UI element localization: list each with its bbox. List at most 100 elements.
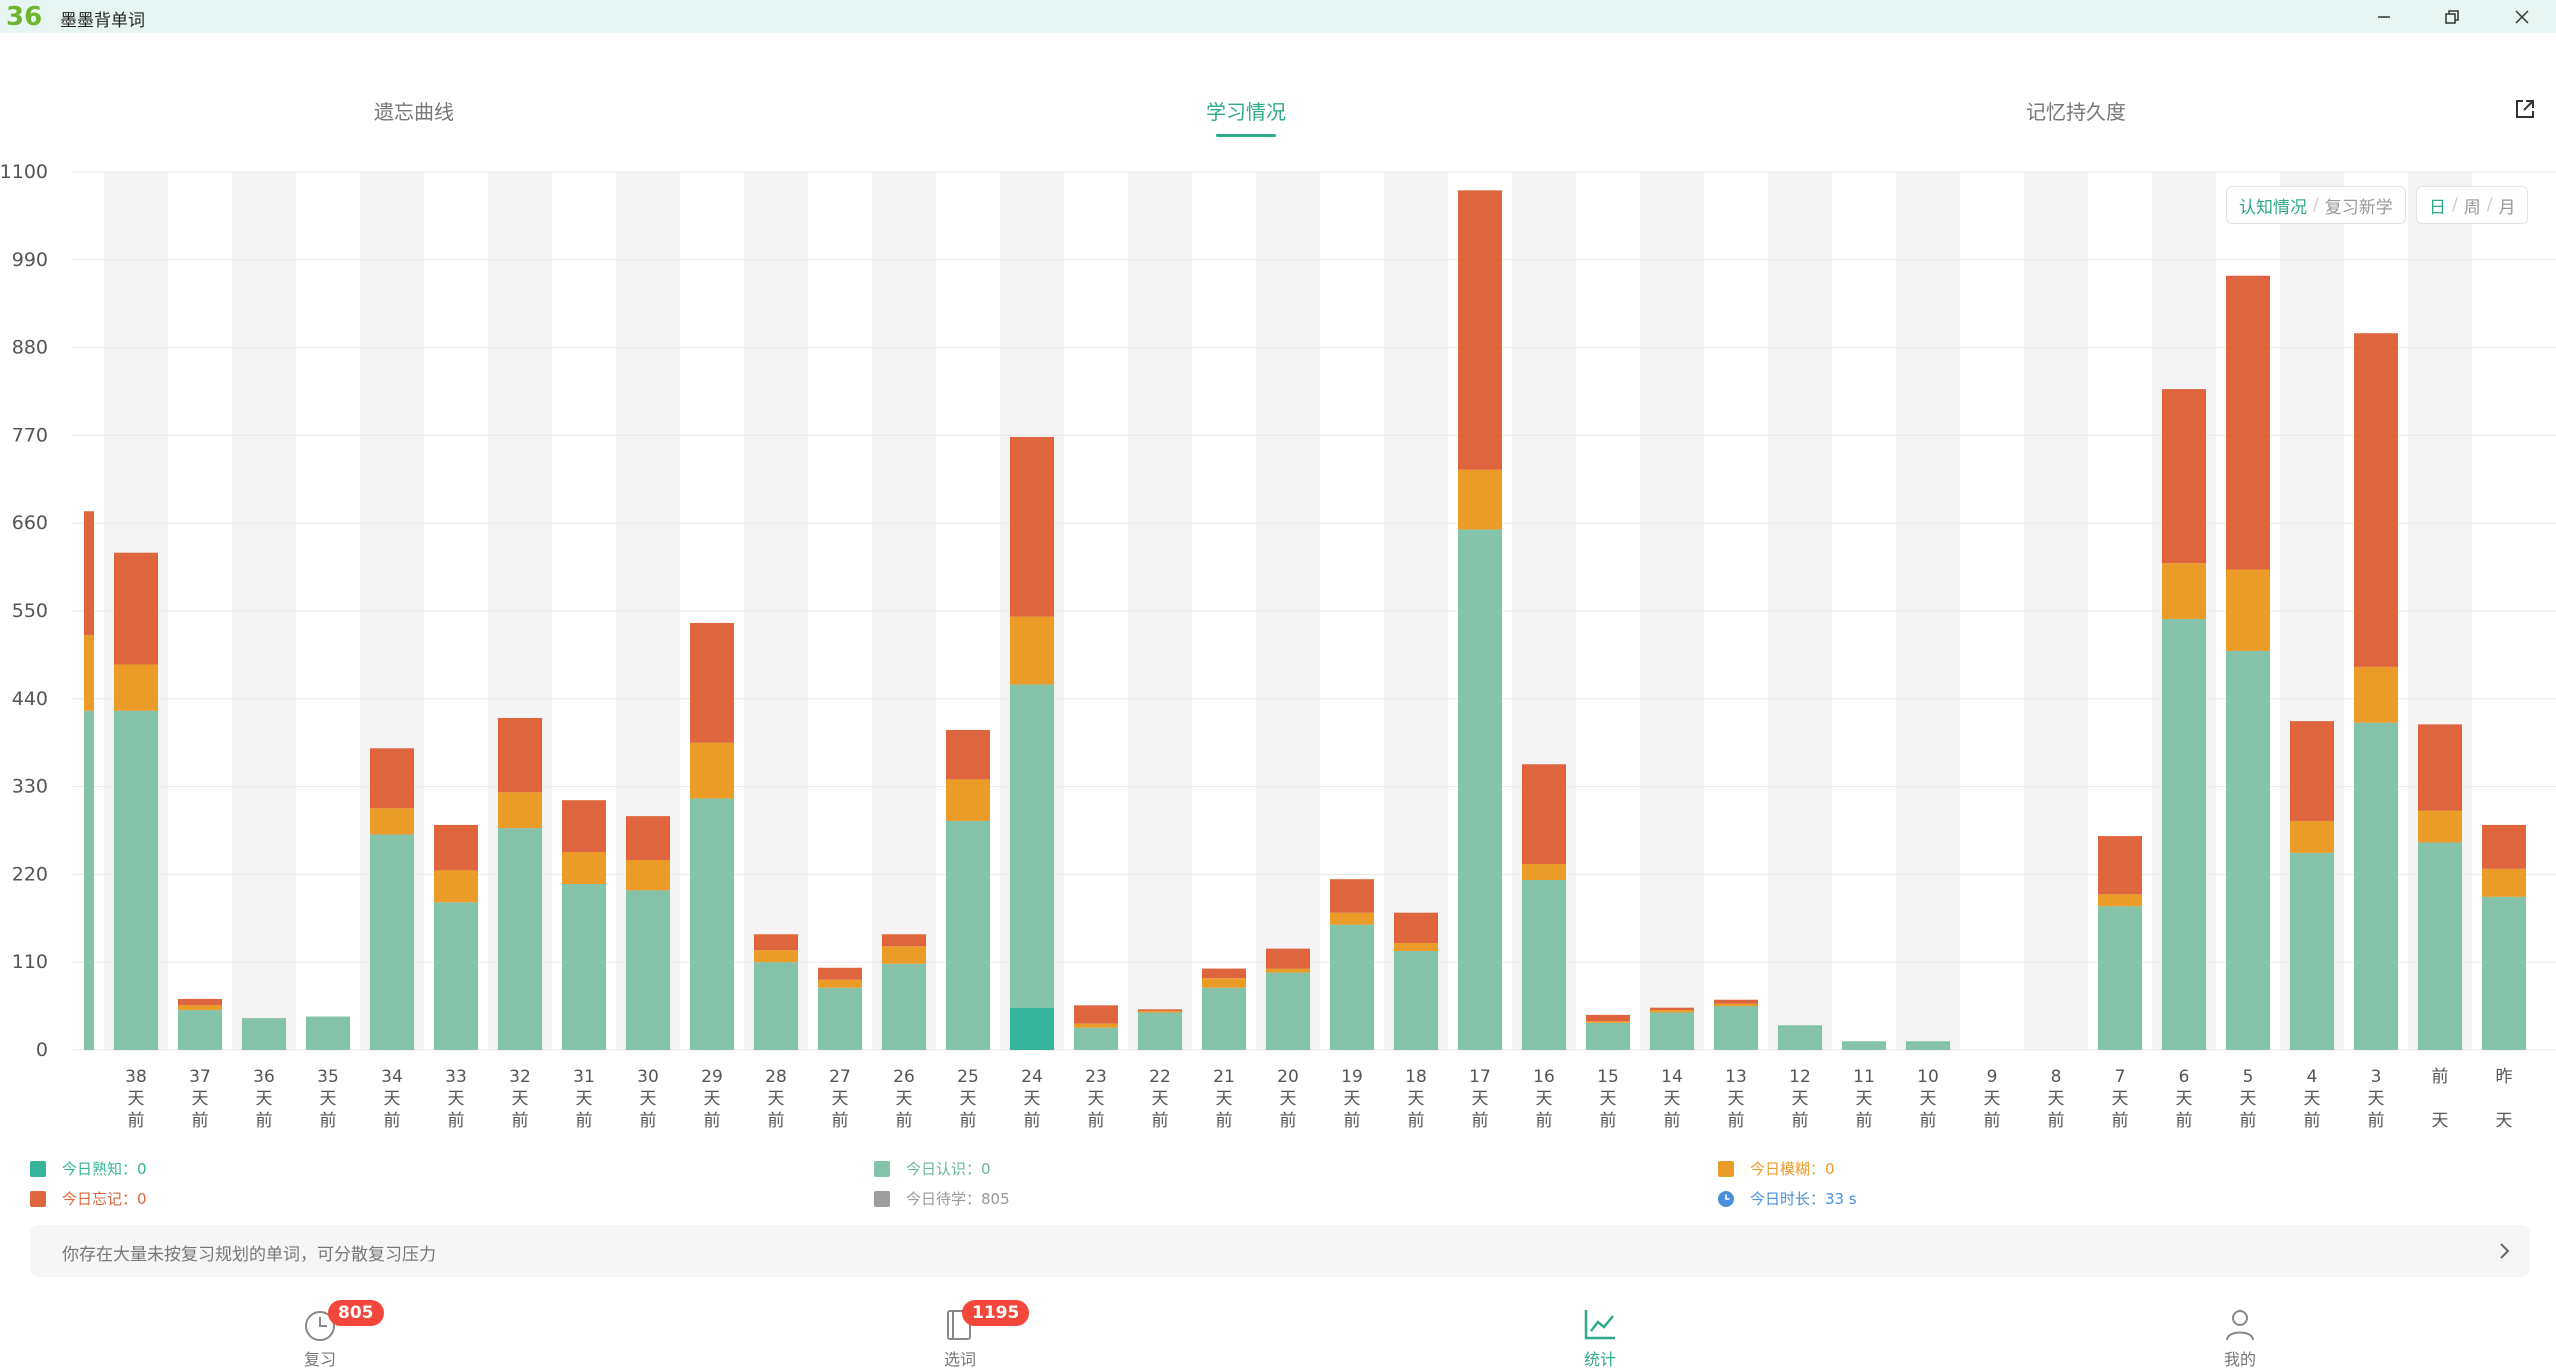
select-words-badge: 1195 — [962, 1300, 1030, 1326]
period-toggle: 日 / 周 / 月 — [2416, 186, 2529, 224]
restore-icon — [2445, 9, 2459, 24]
minimize-button[interactable] — [2354, 0, 2414, 33]
title-bar: 36 墨墨背单词 — [0, 0, 2556, 33]
bar-segment — [690, 742, 734, 799]
legend-swatch — [30, 1190, 46, 1207]
period-option-week[interactable]: 周 — [2463, 197, 2481, 218]
bar-segment — [2098, 906, 2142, 1050]
tab-study-status[interactable]: 学习情况 — [1206, 100, 1286, 124]
bar-segment — [114, 664, 158, 711]
x-tick-label: 9 天前 — [1984, 1067, 2001, 1131]
bar-segment — [306, 1016, 350, 1050]
bar-segment — [2162, 618, 2206, 1050]
bar-segment — [178, 1005, 222, 1011]
legend-forgot: 今日忘记：0 — [30, 1188, 147, 1209]
bar-segment — [1778, 1025, 1822, 1050]
x-tick-label: 24 天前 — [1021, 1067, 1043, 1131]
x-tick-label: 33 天前 — [445, 1067, 467, 1131]
tab-memory-durability[interactable]: 记忆持久度 — [2026, 100, 2126, 124]
x-tick-label: 5 天前 — [2240, 1067, 2257, 1131]
nav-label: 复习 — [303, 1350, 336, 1369]
legend-label: 今日待学：805 — [906, 1190, 1010, 1208]
bar-segment — [818, 987, 862, 1050]
nav-profile[interactable]: 我的 — [2170, 1300, 2310, 1370]
nav-select-words[interactable]: 1195 选词 — [890, 1300, 1030, 1370]
bar-segment — [1266, 948, 1310, 969]
x-tick-label: 27 天前 — [829, 1067, 851, 1131]
x-tick-label: 26 天前 — [893, 1067, 915, 1131]
x-tick-label: 15 天前 — [1597, 1067, 1619, 1131]
bar-segment — [1138, 1009, 1182, 1011]
app-title: 墨墨背单词 — [60, 11, 145, 31]
x-tick-label: 3 天前 — [2368, 1067, 2385, 1131]
legend-label: 今日模糊：0 — [1750, 1160, 1835, 1178]
bar-segment — [370, 748, 414, 809]
bar-segment — [1522, 764, 1566, 865]
bar-segment — [1394, 951, 1438, 1050]
close-button[interactable] — [2492, 0, 2552, 33]
bar-segment — [1586, 1021, 1630, 1023]
review-pressure-notice[interactable]: 你存在大量未按复习规划的单词，可分散复习压力 — [30, 1225, 2530, 1277]
bar-segment — [690, 622, 734, 743]
bar-segment — [2162, 389, 2206, 564]
bar-segment — [1074, 1027, 1118, 1050]
bar-segment — [2226, 275, 2270, 570]
bar-segment — [242, 1018, 286, 1050]
bar-segment — [2162, 563, 2206, 619]
period-option-day[interactable]: 日 — [2429, 197, 2446, 218]
period-option-month[interactable]: 月 — [2498, 197, 2516, 218]
nav-statistics[interactable]: 统计 — [1530, 1300, 1670, 1370]
bar-segment — [498, 792, 542, 829]
x-tick-label: 23 天前 — [1085, 1067, 1107, 1131]
bar-segment — [1010, 1007, 1054, 1050]
bar-segment — [1586, 1014, 1630, 1022]
bar-segment — [1586, 1022, 1630, 1050]
bar-segment — [946, 779, 990, 821]
bar-segment — [1010, 616, 1054, 685]
bar-segment — [1010, 436, 1054, 617]
bar-segment — [882, 946, 926, 964]
bar-segment — [2482, 868, 2526, 897]
external-link-icon — [2516, 100, 2534, 118]
mode-option-review-new[interactable]: 复习新学 — [2324, 197, 2393, 218]
nav-label: 选词 — [943, 1350, 976, 1369]
bar-segment — [818, 979, 862, 988]
bar-segment — [1394, 943, 1438, 952]
tab-forgetting-curve[interactable]: 遗忘曲线 — [374, 100, 454, 124]
bar-segment — [1458, 529, 1502, 1050]
bar-segment — [1394, 912, 1438, 944]
bar-segment — [114, 710, 158, 1050]
bar-segment — [754, 950, 798, 963]
bar-segment — [1074, 1005, 1118, 1024]
x-tick-label: 29 天前 — [701, 1067, 723, 1131]
restore-button[interactable] — [2422, 0, 2482, 33]
clock-icon — [1718, 1190, 1734, 1207]
bar-segment — [1010, 684, 1054, 1008]
x-tick-label: 32 天前 — [509, 1067, 531, 1131]
x-tick-label: 14 天前 — [1661, 1067, 1683, 1131]
x-tick-label: 30 天前 — [637, 1067, 659, 1131]
bar-segment — [2482, 896, 2526, 1050]
active-tab-indicator — [1216, 134, 1276, 137]
mode-toggle: 认知情况 / 复习新学 — [2226, 186, 2406, 224]
bar-segment — [2354, 722, 2398, 1050]
bar-segment — [2418, 842, 2462, 1050]
bar-segment — [434, 902, 478, 1050]
y-tick-label: 660 — [12, 512, 48, 534]
person-icon — [2226, 1310, 2254, 1341]
nav-review[interactable]: 805 复习 — [250, 1300, 390, 1370]
mode-option-cognition[interactable]: 认知情况 — [2239, 197, 2307, 218]
bar-segment — [114, 552, 158, 665]
legend-duration: 今日时长：33 s — [1718, 1188, 1857, 1209]
bar-segment — [562, 800, 606, 853]
bar-segment — [562, 852, 606, 884]
x-tick-label: 36 天前 — [253, 1067, 275, 1131]
legend-vague: 今日模糊：0 — [1718, 1158, 1835, 1179]
bar-segment — [2290, 721, 2334, 821]
x-tick-label: 前 天 — [2432, 1067, 2449, 1131]
bar-segment — [1458, 190, 1502, 470]
bar-segment — [84, 511, 94, 635]
x-tick-label: 17 天前 — [1469, 1067, 1491, 1131]
export-button[interactable] — [2514, 98, 2536, 124]
bar-segment — [1522, 879, 1566, 1050]
